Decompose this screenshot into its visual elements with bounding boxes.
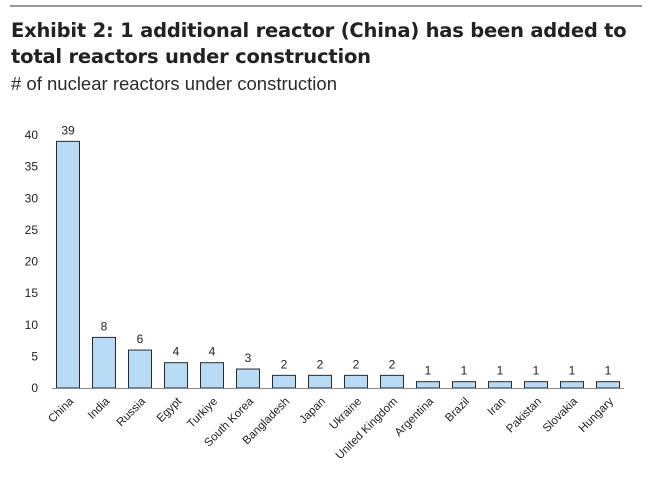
bar — [452, 381, 476, 389]
bar — [344, 374, 368, 389]
bar — [56, 140, 80, 389]
data-label: 8 — [101, 319, 108, 333]
x-tick-label: Ukraine — [328, 396, 365, 433]
bar — [236, 368, 260, 389]
x-tick-label: India — [86, 395, 113, 422]
top-rule — [10, 5, 642, 7]
x-tick-label: Russia — [115, 395, 149, 429]
data-label: 1 — [605, 364, 612, 378]
y-tick-label: 0 — [31, 381, 38, 395]
y-tick-label: 5 — [31, 349, 38, 363]
bar — [524, 381, 548, 389]
x-tick-label: Japan — [297, 396, 328, 427]
bar — [380, 374, 404, 389]
data-label: 1 — [425, 364, 432, 378]
bar — [92, 336, 116, 389]
data-label: 1 — [497, 364, 504, 378]
data-label: 3 — [245, 351, 252, 365]
data-label: 2 — [281, 357, 288, 371]
x-tick-label: Hungary — [577, 395, 616, 434]
data-label: 2 — [353, 357, 360, 371]
data-label: 2 — [317, 357, 324, 371]
bar — [308, 374, 332, 389]
chart-subtitle: # of nuclear reactors under construction — [11, 73, 337, 94]
x-tick-label: Iran — [486, 396, 509, 419]
y-tick-label: 35 — [25, 160, 39, 174]
bar — [560, 381, 584, 389]
y-tick-label: 10 — [25, 318, 39, 332]
x-tick-label: Turkiye — [185, 396, 220, 431]
bar — [272, 374, 296, 389]
y-tick-label: 30 — [25, 191, 39, 205]
bar — [128, 349, 152, 389]
data-label: 1 — [461, 364, 468, 378]
y-tick-label: 40 — [25, 128, 39, 142]
data-label: 39 — [61, 123, 75, 137]
x-tick-label: Brazil — [443, 396, 472, 425]
data-label: 2 — [389, 357, 396, 371]
x-tick-label: China — [46, 395, 76, 425]
data-label: 4 — [209, 345, 216, 359]
x-tick-label: Slovakia — [541, 395, 581, 435]
y-tick-label: 20 — [25, 255, 39, 269]
x-tick-label: Egypt — [155, 395, 185, 425]
bar — [164, 362, 188, 389]
data-label: 1 — [533, 364, 540, 378]
bar — [200, 362, 224, 389]
x-tick-label: Argentina — [393, 395, 437, 439]
x-tick-label: United Kingdom — [334, 396, 400, 462]
y-tick-label: 15 — [25, 286, 39, 300]
bar — [488, 381, 512, 389]
data-label: 6 — [137, 332, 144, 346]
data-label: 1 — [569, 364, 576, 378]
bar — [596, 381, 620, 389]
bar — [416, 381, 440, 389]
x-tick-label: Pakistan — [504, 396, 544, 436]
y-tick-label: 25 — [25, 223, 39, 237]
chart-title: Exhibit 2: 1 additional reactor (China) … — [11, 19, 627, 68]
data-label: 4 — [173, 345, 180, 359]
